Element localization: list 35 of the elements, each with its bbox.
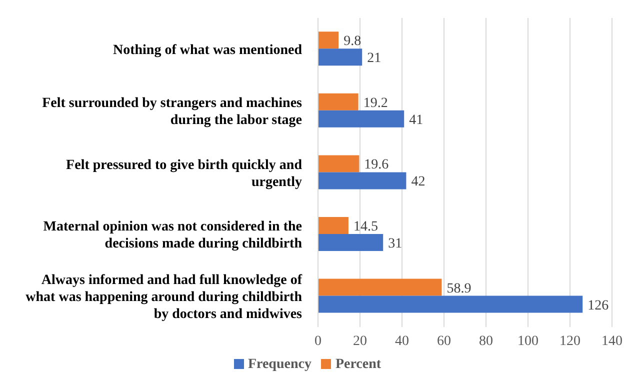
data-label: 21 — [367, 51, 382, 66]
y-tick-label: Always informed and had full knowledge of what was happening around during childbirth by doctors and midwives — [26, 273, 303, 322]
x-tick-label: 0 — [314, 334, 322, 349]
bar — [318, 48, 362, 66]
y-tick-label: Maternal opinion was not considered in the decisions made during childbirth — [43, 220, 302, 252]
bar — [318, 155, 360, 172]
bar — [318, 296, 583, 313]
x-tick-label: 120 — [560, 334, 580, 349]
bar — [318, 278, 442, 296]
x-tick-label: 20 — [353, 334, 367, 349]
data-label: 9.8 — [344, 34, 362, 50]
x-tick-label: 100 — [518, 334, 538, 349]
data-label: 42 — [411, 174, 426, 190]
data-label: 41 — [409, 112, 424, 128]
data-label: 19.2 — [363, 96, 388, 111]
y-tick-label: Felt pressured to give birth quickly and urgently — [66, 158, 302, 190]
bar — [318, 234, 384, 251]
bar — [318, 216, 348, 234]
x-tick-label: 140 — [602, 334, 622, 349]
bar — [318, 93, 358, 110]
data-label: 14.5 — [353, 219, 378, 234]
legend-label: Frequency — [248, 357, 312, 372]
bar — [318, 32, 339, 49]
x-tick-label: 80 — [479, 334, 493, 349]
y-tick-label: Nothing of what was mentioned — [112, 42, 302, 58]
x-tick-label: 40 — [395, 334, 409, 349]
bar — [318, 172, 406, 190]
data-label: 126 — [588, 298, 609, 314]
y-tick-label: Felt surrounded by strangers and machines during the labor stage — [42, 96, 303, 128]
x-tick-label: 60 — [437, 334, 451, 349]
data-label: 31 — [388, 236, 402, 252]
legend-label: Percent — [335, 357, 382, 372]
data-label: 58.9 — [446, 281, 472, 296]
data-label: 19.6 — [364, 158, 389, 173]
bar — [318, 110, 404, 128]
